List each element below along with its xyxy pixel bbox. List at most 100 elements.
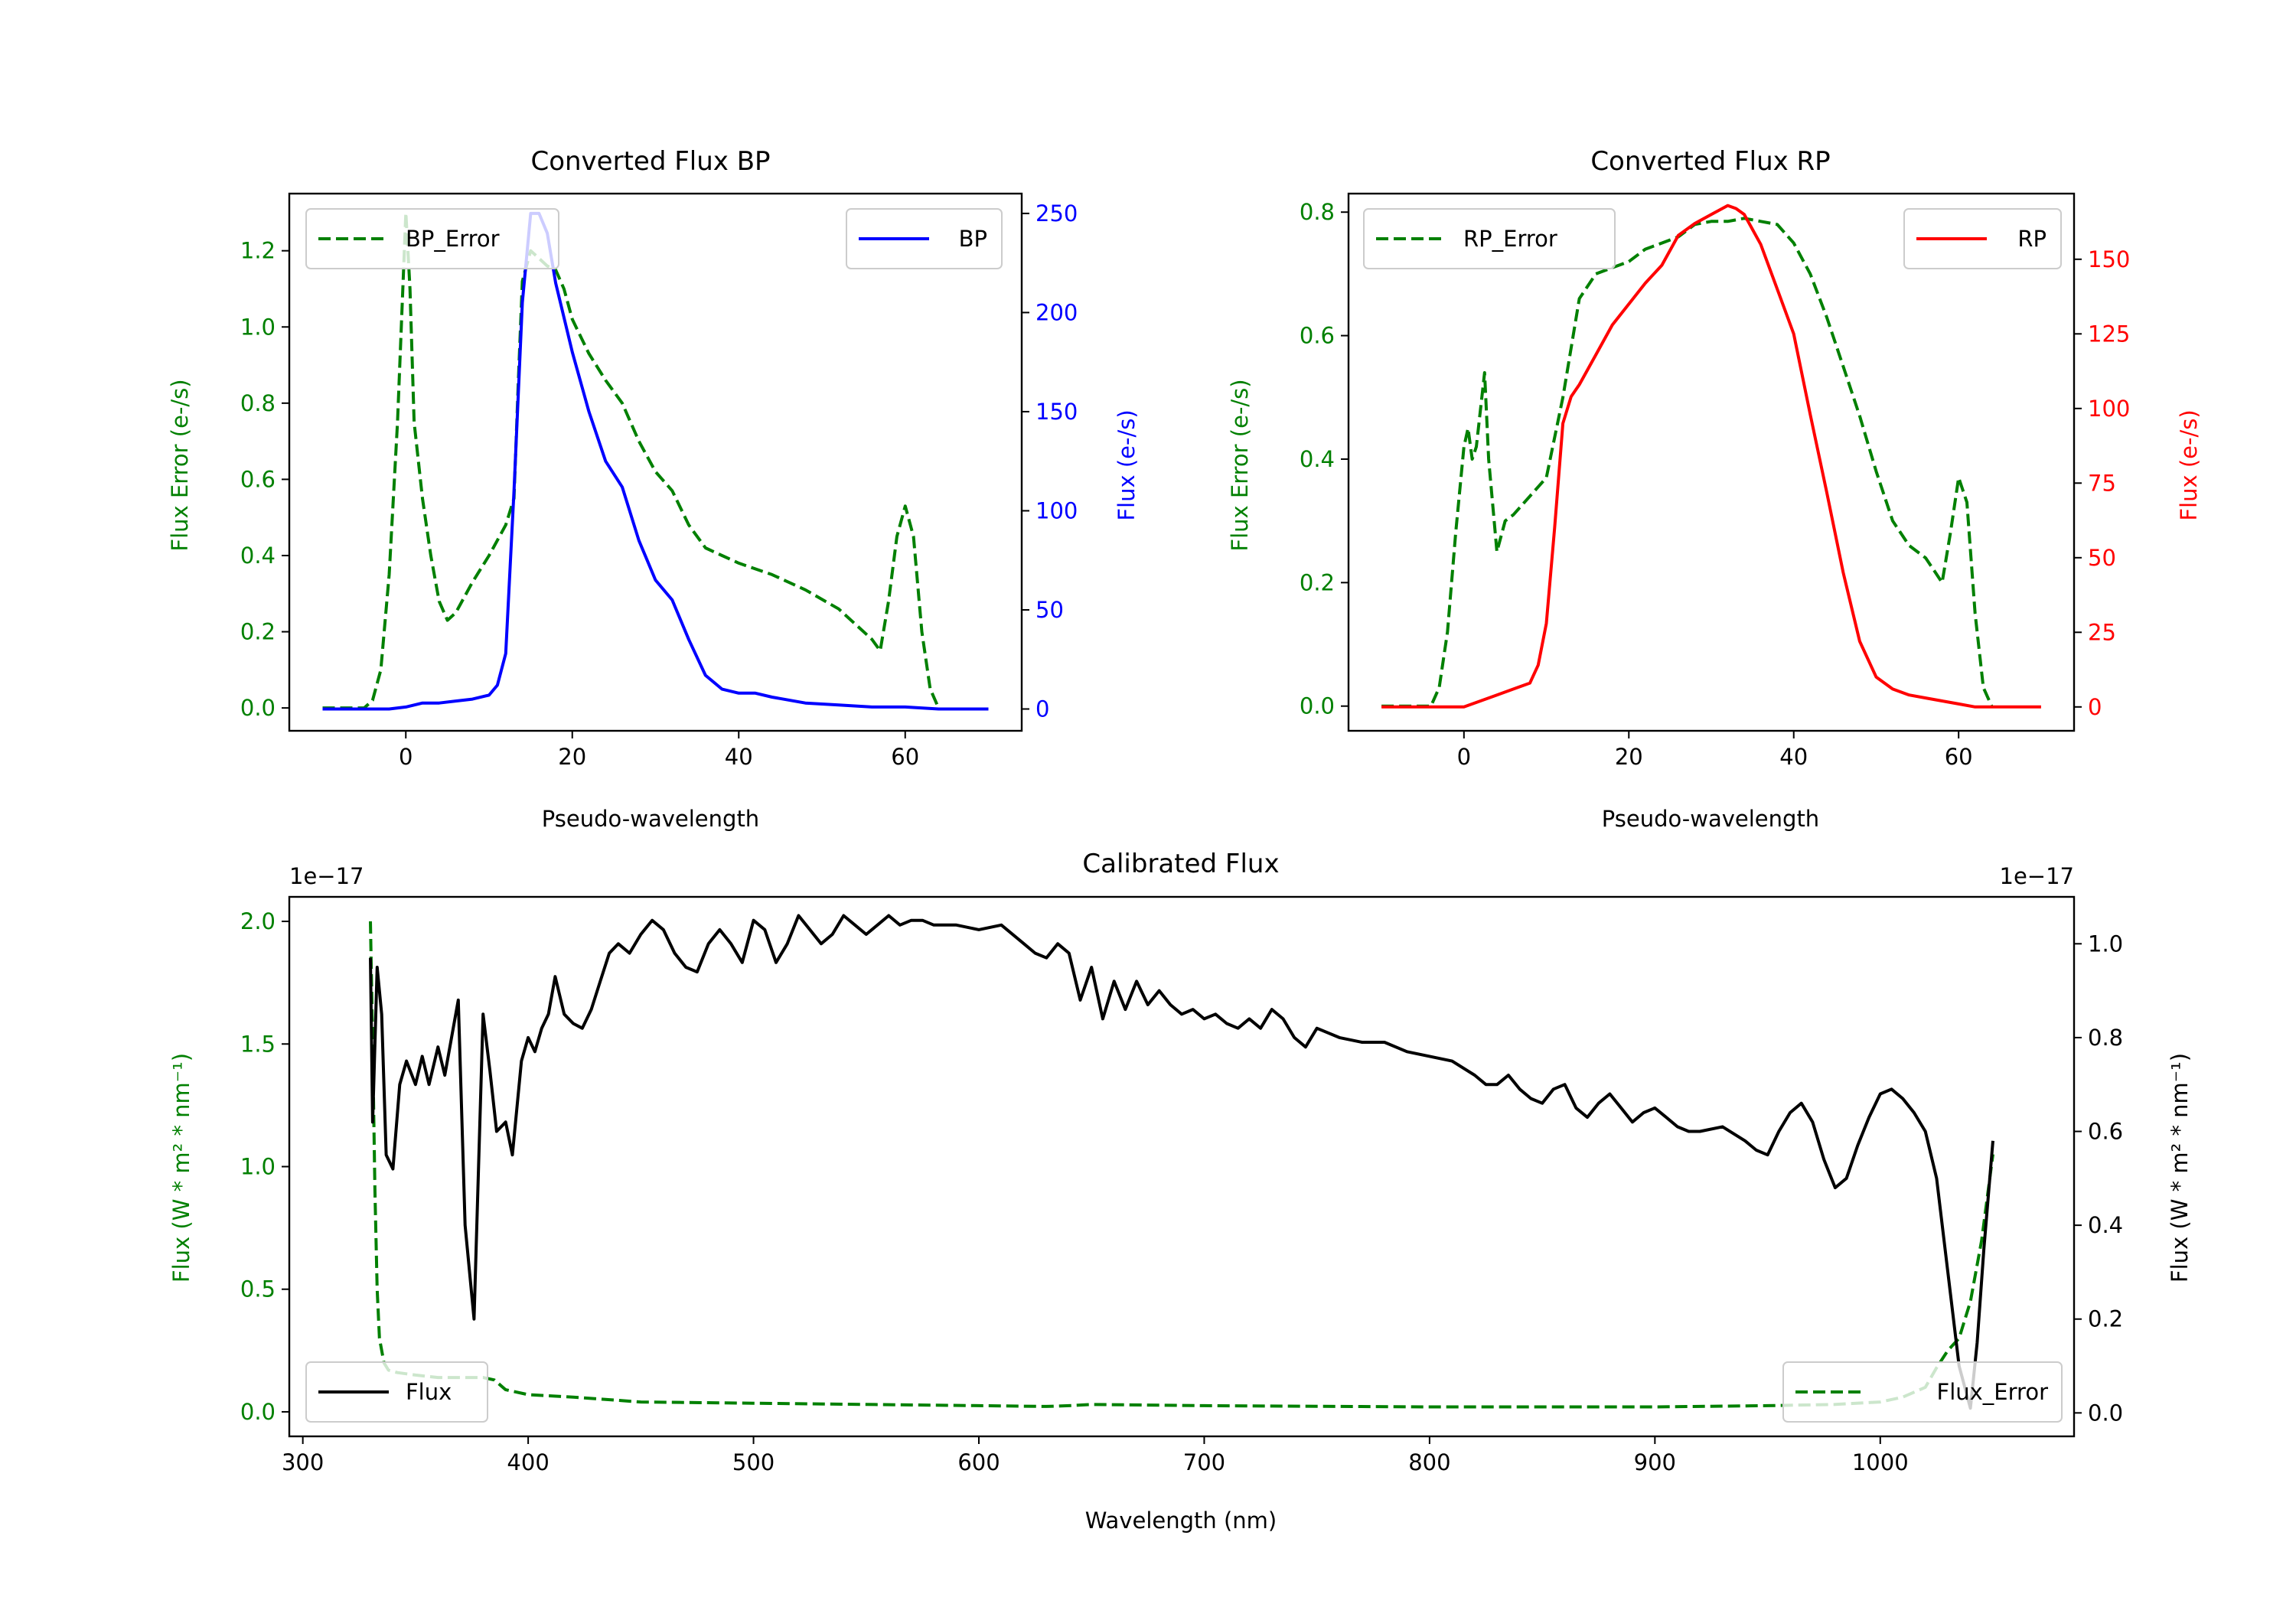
x-tick-label: 0 xyxy=(399,744,413,770)
series-line-bp xyxy=(322,211,989,711)
legend-label: Flux_Error xyxy=(1937,1379,2049,1405)
left-y-tick-label: 0.2 xyxy=(1300,569,1335,595)
right-y-tick-label: 0.6 xyxy=(2088,1119,2123,1145)
x-axis-label: Wavelength (nm) xyxy=(1085,1508,1277,1534)
legend-label: BP_Error xyxy=(406,226,500,252)
series-line-bp-error xyxy=(322,210,941,710)
right-y-tick-label: 25 xyxy=(2088,619,2116,645)
legend-label: RP_Error xyxy=(1463,226,1557,252)
right-y-tick-label: 75 xyxy=(2088,470,2116,496)
left-y-tick-label: 2.0 xyxy=(240,908,276,934)
left-y-tick-label: 0.0 xyxy=(240,695,276,721)
right-y-axis-label: Flux (e-/s) xyxy=(2176,409,2202,520)
chart-converted-flux-rp: Converted Flux RP Pseudo-wavelength Flux… xyxy=(1227,146,2202,832)
x-tick-label: 60 xyxy=(1945,744,1973,770)
x-tick-label: 40 xyxy=(1779,744,1808,770)
left-y-tick-label: 1.5 xyxy=(240,1031,276,1057)
legend-box xyxy=(305,1361,488,1423)
left-y-axis-label: Flux (W * m² * nm⁻¹) xyxy=(168,1053,194,1283)
series-line-rp xyxy=(1381,204,2041,709)
legend-left: RP_Error xyxy=(1363,208,1616,269)
x-tick-label: 400 xyxy=(507,1449,549,1475)
right-y-tick-label: 0 xyxy=(1035,696,1049,722)
left-y-tick-label: 0.5 xyxy=(240,1276,276,1302)
x-tick-label: 60 xyxy=(891,744,919,770)
chart-title: Calibrated Flux xyxy=(1082,849,1279,879)
left-y-tick-label: 1.0 xyxy=(240,1154,276,1180)
left-y-tick-label: 0.4 xyxy=(1300,446,1335,472)
left-y-axis-ticks: 0.0 0.2 0.4 0.6 0.8 xyxy=(1300,199,1349,719)
left-y-tick-label: 0.8 xyxy=(1300,199,1335,225)
left-y-tick-label: 0.0 xyxy=(1300,693,1335,719)
right-y-tick-label: 0.0 xyxy=(2088,1400,2123,1426)
legend-label: BP xyxy=(959,226,987,252)
left-y-tick-label: 1.0 xyxy=(240,314,276,340)
right-y-tick-label: 150 xyxy=(1035,399,1078,425)
legend-box xyxy=(1363,208,1616,269)
right-y-tick-label: 100 xyxy=(2088,396,2130,422)
x-tick-label: 800 xyxy=(1408,1449,1450,1475)
plot-area xyxy=(288,192,1023,732)
chart-calibrated-flux: Calibrated Flux Wavelength (nm) 1e−17 1e… xyxy=(168,849,2193,1534)
right-y-tick-label: 250 xyxy=(1035,200,1078,227)
right-y-tick-label: 125 xyxy=(2088,321,2130,347)
x-tick-label: 900 xyxy=(1634,1449,1676,1475)
x-axis-label: Pseudo-wavelength xyxy=(1602,806,1819,832)
left-y-axis-label: Flux Error (e-/s) xyxy=(1227,379,1253,551)
right-y-tick-label: 50 xyxy=(1035,597,1064,623)
left-y-tick-label: 0.6 xyxy=(240,466,276,492)
left-y-axis-ticks: 0.0 0.5 1.0 1.5 2.0 xyxy=(240,908,289,1425)
right-y-axis-ticks: 0.0 0.2 0.4 0.6 0.8 1.0 xyxy=(2074,931,2123,1426)
x-tick-label: 40 xyxy=(725,744,753,770)
chart-converted-flux-bp: Converted Flux BP Pseudo-wavelength Flux… xyxy=(167,146,1140,832)
legend-right: BP xyxy=(846,208,1003,269)
x-axis-ticks: 0 20 40 60 xyxy=(399,731,919,770)
x-tick-label: 600 xyxy=(957,1449,1000,1475)
right-y-tick-label: 0.2 xyxy=(2088,1306,2123,1332)
right-y-tick-label: 50 xyxy=(2088,545,2116,571)
right-y-tick-label: 1.0 xyxy=(2088,931,2123,957)
x-tick-label: 1000 xyxy=(1852,1449,1909,1475)
right-y-axis-ticks: 0 50 100 150 200 250 xyxy=(1022,200,1078,722)
legend-label: RP xyxy=(2017,226,2047,252)
left-y-tick-label: 0.4 xyxy=(240,543,276,569)
x-tick-label: 500 xyxy=(732,1449,775,1475)
x-tick-label: 0 xyxy=(1457,744,1471,770)
axes-frame xyxy=(288,192,1023,732)
chart-title: Converted Flux BP xyxy=(530,146,770,177)
x-tick-label: 20 xyxy=(1615,744,1643,770)
legend-box xyxy=(1782,1361,2063,1423)
right-y-axis-ticks: 0 25 50 75 100 125 150 xyxy=(2074,246,2130,720)
right-axis-offset-label: 1e−17 xyxy=(2000,863,2075,889)
right-y-axis-label: Flux (e-/s) xyxy=(1114,409,1140,520)
x-tick-label: 300 xyxy=(282,1449,324,1475)
legend-left: BP_Error xyxy=(305,208,559,269)
x-tick-label: 700 xyxy=(1183,1449,1225,1475)
right-y-tick-label: 200 xyxy=(1035,299,1078,325)
x-axis-ticks: 0 20 40 60 xyxy=(1457,731,1973,770)
legend-right: RP xyxy=(1903,208,2062,269)
right-y-tick-label: 0.8 xyxy=(2088,1025,2123,1051)
right-y-axis-label: Flux (W * m² * nm⁻¹) xyxy=(2167,1053,2193,1283)
series-line-flux xyxy=(369,914,1994,1410)
axes-frame xyxy=(1347,192,2076,732)
left-y-axis-ticks: 0.0 0.2 0.4 0.6 0.8 1.0 1.2 xyxy=(240,238,289,721)
left-y-axis-label: Flux Error (e-/s) xyxy=(167,379,193,551)
legend-right: Flux_Error xyxy=(1782,1361,2063,1423)
legend-left: Flux xyxy=(305,1361,488,1423)
left-y-tick-label: 0.6 xyxy=(1300,323,1335,349)
left-y-tick-label: 0.8 xyxy=(240,390,276,416)
plot-area xyxy=(1347,192,2076,732)
x-axis-ticks: 300 400 500 600 700 800 900 1000 xyxy=(282,1436,1909,1475)
left-axis-offset-label: 1e−17 xyxy=(289,863,364,889)
legend-label: Flux xyxy=(406,1379,452,1405)
right-y-tick-label: 0 xyxy=(2088,694,2102,720)
chart-title: Converted Flux RP xyxy=(1590,146,1830,177)
right-y-tick-label: 0.4 xyxy=(2088,1212,2123,1238)
left-y-tick-label: 1.2 xyxy=(240,238,276,264)
x-tick-label: 20 xyxy=(558,744,586,770)
legend-box xyxy=(305,208,559,269)
right-y-tick-label: 150 xyxy=(2088,246,2130,272)
right-y-tick-label: 100 xyxy=(1035,497,1078,523)
